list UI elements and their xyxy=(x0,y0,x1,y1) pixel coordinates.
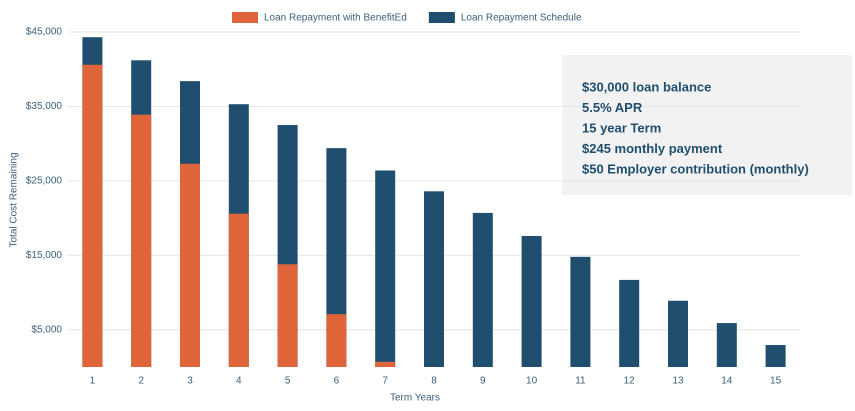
annotation-box xyxy=(562,55,852,195)
x-tick-label: 7 xyxy=(382,376,388,387)
y-tick-label: $15,000 xyxy=(26,250,63,261)
bar xyxy=(472,212,493,367)
annotation: 5.5% APR xyxy=(582,100,643,115)
x-tick-label: 12 xyxy=(624,376,636,387)
y-tick-label: $45,000 xyxy=(26,27,63,38)
annotation: $245 monthly payment xyxy=(582,141,723,156)
bar xyxy=(375,361,396,367)
legend-label: Loan Repayment Schedule xyxy=(461,13,582,24)
bar xyxy=(180,163,200,367)
x-tick-label: 3 xyxy=(187,376,193,387)
bar xyxy=(619,279,640,367)
bar xyxy=(668,300,688,367)
y-tick-label: $35,000 xyxy=(26,101,63,112)
x-tick-label: 1 xyxy=(90,376,96,387)
bar xyxy=(570,256,591,367)
bar xyxy=(82,64,103,367)
x-tick-label: 6 xyxy=(334,376,340,387)
bar xyxy=(326,148,347,367)
legend-label: Loan Repayment with BenefitEd xyxy=(264,13,407,24)
x-tick-label: 2 xyxy=(138,376,144,387)
x-axis-label: Term Years xyxy=(390,393,440,404)
x-tick-label: 5 xyxy=(285,376,291,387)
x-tick-label: 13 xyxy=(672,376,684,387)
x-tick-label: 4 xyxy=(236,376,242,387)
y-tick-label: $25,000 xyxy=(26,176,63,187)
x-tick-label: 8 xyxy=(431,376,437,387)
bar xyxy=(765,345,786,367)
bar xyxy=(375,170,396,367)
bar xyxy=(521,235,542,367)
bar xyxy=(326,314,347,367)
bar xyxy=(424,191,444,367)
legend-swatch xyxy=(428,12,455,23)
x-tick-label: 9 xyxy=(480,376,486,387)
y-axis-label: Total Cost Remaining xyxy=(9,152,20,247)
bar xyxy=(228,213,249,367)
bar xyxy=(131,114,152,367)
x-tick-label: 10 xyxy=(526,376,538,387)
bar xyxy=(277,264,298,367)
x-tick-label: 11 xyxy=(575,376,586,387)
bar xyxy=(716,323,737,367)
annotation: $30,000 loan balance xyxy=(582,79,711,94)
legend-swatch xyxy=(232,12,258,23)
y-tick-label: $5,000 xyxy=(31,324,62,335)
x-tick-label: 14 xyxy=(721,376,733,387)
annotation: 15 year Term xyxy=(582,120,661,135)
x-tick-label: 15 xyxy=(770,376,782,387)
annotation: $50 Employer contribution (monthly) xyxy=(582,161,809,176)
